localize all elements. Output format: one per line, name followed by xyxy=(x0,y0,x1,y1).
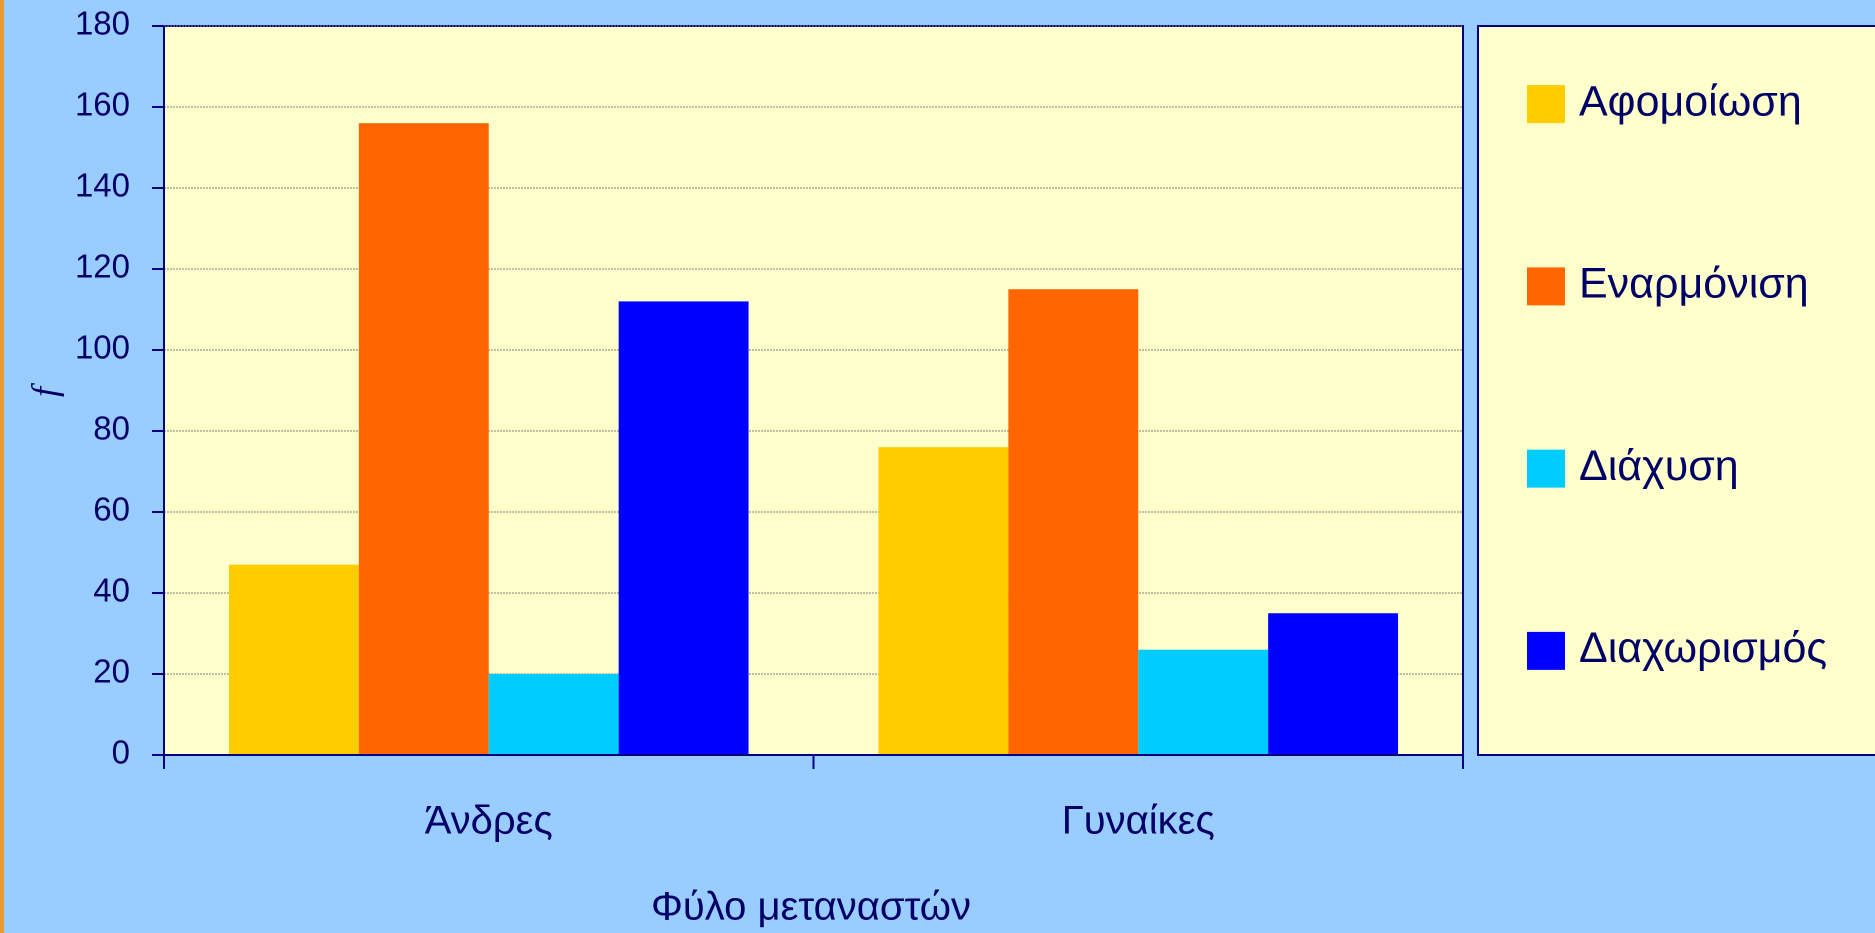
y-tick-label: 20 xyxy=(93,653,130,690)
bar xyxy=(878,447,1009,755)
legend-label: Διάχυση xyxy=(1579,442,1739,490)
bar xyxy=(1268,613,1399,755)
y-tick-label: 40 xyxy=(93,572,130,609)
legend-swatch xyxy=(1527,449,1565,488)
y-tick-label: 0 xyxy=(112,734,130,771)
legend-label: Αφομοίωση xyxy=(1579,77,1802,125)
y-tick-label: 180 xyxy=(75,5,130,42)
y-tick-label: 80 xyxy=(93,410,130,447)
bar xyxy=(1008,289,1139,755)
bar xyxy=(358,123,489,755)
x-axis-label: Φύλο μεταναστών xyxy=(651,885,971,929)
y-tick-label: 120 xyxy=(75,248,130,285)
legend-swatch xyxy=(1527,85,1565,124)
y-tick-label: 60 xyxy=(93,491,130,528)
bar xyxy=(228,564,359,755)
border xyxy=(0,0,4,933)
bar xyxy=(1138,649,1269,755)
x-tick-label: Άνδρες xyxy=(425,799,553,843)
y-tick-label: 100 xyxy=(75,329,130,366)
legend-label: Διαχωρισμός xyxy=(1579,624,1827,672)
bar xyxy=(488,674,619,755)
legend-label: Εναρμόνιση xyxy=(1579,260,1809,308)
legend-swatch xyxy=(1527,267,1565,306)
y-tick-label: 160 xyxy=(75,86,130,123)
y-tick-label: 140 xyxy=(75,167,130,204)
x-tick-label: Γυναίκες xyxy=(1062,799,1215,843)
legend-swatch xyxy=(1527,631,1565,670)
bar xyxy=(618,301,749,755)
